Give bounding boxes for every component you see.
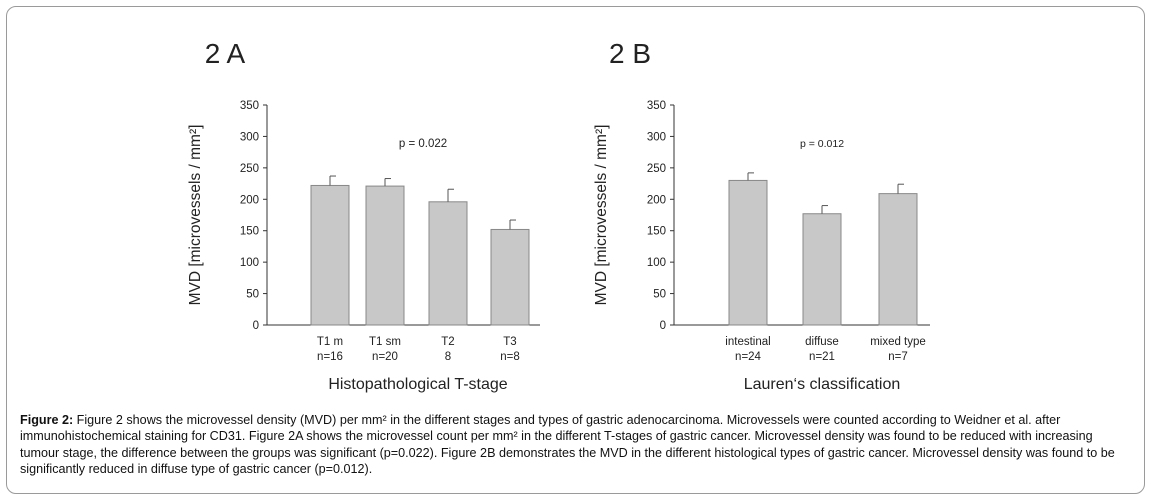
p-value-annotation: p = 0.012 — [800, 138, 844, 150]
y-tick-label: 300 — [240, 131, 259, 143]
category-label: diffuse — [805, 336, 839, 348]
y-tick-label: 0 — [253, 320, 259, 332]
caption-label: Figure 2: — [20, 413, 74, 427]
category-n-label: 8 — [445, 351, 451, 363]
bar — [310, 184, 350, 326]
y-tick-label: 250 — [240, 163, 259, 175]
bar — [365, 185, 405, 326]
caption-text: Figure 2 shows the microvessel density (… — [20, 413, 1115, 477]
y-axis-title: MVD [microvessels / mm²] — [593, 125, 610, 306]
category-label: T1 sm — [369, 336, 401, 348]
y-tick-label: 200 — [240, 194, 259, 206]
category-n-label: n=21 — [809, 351, 835, 363]
figure-caption: Figure 2: Figure 2 shows the microvessel… — [20, 412, 1135, 478]
y-tick-label: 300 — [647, 131, 666, 143]
category-label: T1 m — [317, 336, 343, 348]
bar — [728, 179, 768, 326]
category-n-label: n=20 — [372, 351, 398, 363]
category-n-label: n=7 — [888, 351, 908, 363]
y-tick-label: 100 — [647, 257, 666, 269]
y-tick-label: 150 — [647, 226, 666, 238]
y-tick-label: 150 — [240, 226, 259, 238]
y-tick-label: 0 — [660, 320, 666, 332]
bar — [802, 213, 842, 326]
category-label: T2 — [441, 336, 454, 348]
y-tick-label: 350 — [240, 100, 259, 112]
y-tick-label: 100 — [240, 257, 259, 269]
panel-label: 2 A — [205, 38, 246, 69]
figure-frame — [6, 6, 1145, 494]
bar — [490, 228, 530, 326]
category-n-label: n=8 — [500, 351, 520, 363]
bar — [428, 201, 468, 326]
x-axis-title: Lauren‘s classification — [744, 376, 901, 393]
category-n-label: n=24 — [735, 351, 762, 363]
y-tick-label: 250 — [647, 163, 666, 175]
y-tick-label: 50 — [246, 289, 259, 301]
bar — [878, 193, 918, 326]
category-label: mixed type — [870, 336, 926, 348]
x-axis-title: Histopathological T-stage — [328, 376, 507, 393]
category-label: T3 — [503, 336, 516, 348]
y-tick-label: 50 — [653, 289, 666, 301]
category-n-label: n=16 — [317, 351, 343, 363]
y-tick-label: 350 — [647, 100, 666, 112]
y-axis-title: MVD [microvessels / mm²] — [187, 125, 204, 306]
figure-charts: 2 A 0 50 100 150 200 250 300 350 MVD [microvessel… — [187, 38, 930, 393]
category-label: intestinal — [725, 336, 770, 348]
panel-label: 2 B — [609, 38, 651, 69]
y-tick-label: 200 — [647, 194, 666, 206]
p-value-annotation: p = 0.022 — [399, 138, 447, 150]
